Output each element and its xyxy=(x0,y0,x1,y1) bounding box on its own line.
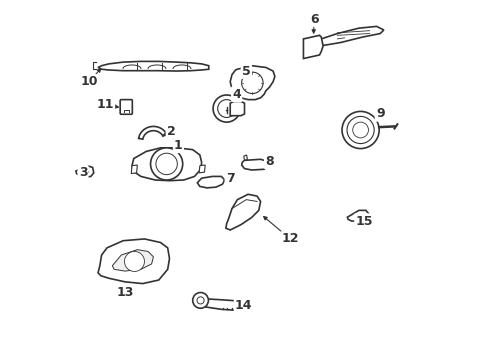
Circle shape xyxy=(156,153,177,175)
FancyBboxPatch shape xyxy=(120,100,132,114)
Text: 14: 14 xyxy=(235,299,252,312)
Polygon shape xyxy=(98,239,169,284)
Text: 4: 4 xyxy=(232,88,241,101)
Polygon shape xyxy=(230,102,244,116)
Circle shape xyxy=(217,100,235,117)
Polygon shape xyxy=(225,194,260,230)
Polygon shape xyxy=(112,249,153,271)
Text: 5: 5 xyxy=(242,64,250,77)
Polygon shape xyxy=(98,62,208,71)
Text: 7: 7 xyxy=(225,172,234,185)
Polygon shape xyxy=(241,159,268,170)
Polygon shape xyxy=(76,166,94,177)
Polygon shape xyxy=(131,165,137,174)
Text: 1: 1 xyxy=(174,139,183,152)
Text: 6: 6 xyxy=(309,13,318,26)
Circle shape xyxy=(197,297,203,304)
Circle shape xyxy=(346,116,373,144)
Text: 10: 10 xyxy=(80,75,98,88)
Circle shape xyxy=(341,111,378,149)
Circle shape xyxy=(213,95,240,122)
Circle shape xyxy=(192,293,208,308)
Text: 12: 12 xyxy=(281,233,298,246)
Polygon shape xyxy=(199,165,205,173)
Polygon shape xyxy=(197,176,224,188)
Text: 3: 3 xyxy=(79,166,87,179)
Text: 2: 2 xyxy=(166,125,175,138)
Polygon shape xyxy=(124,251,144,271)
Text: 8: 8 xyxy=(264,155,273,168)
Polygon shape xyxy=(303,35,323,59)
Text: 13: 13 xyxy=(116,286,133,299)
Polygon shape xyxy=(200,298,247,310)
Polygon shape xyxy=(230,66,274,100)
Polygon shape xyxy=(315,26,383,46)
Polygon shape xyxy=(244,155,247,160)
Polygon shape xyxy=(346,210,368,221)
Circle shape xyxy=(150,148,183,180)
Circle shape xyxy=(352,122,367,138)
Polygon shape xyxy=(132,148,201,181)
Circle shape xyxy=(241,72,263,94)
Polygon shape xyxy=(138,126,166,139)
Text: 15: 15 xyxy=(355,215,372,228)
Text: 11: 11 xyxy=(96,99,114,112)
Text: 9: 9 xyxy=(375,107,384,120)
